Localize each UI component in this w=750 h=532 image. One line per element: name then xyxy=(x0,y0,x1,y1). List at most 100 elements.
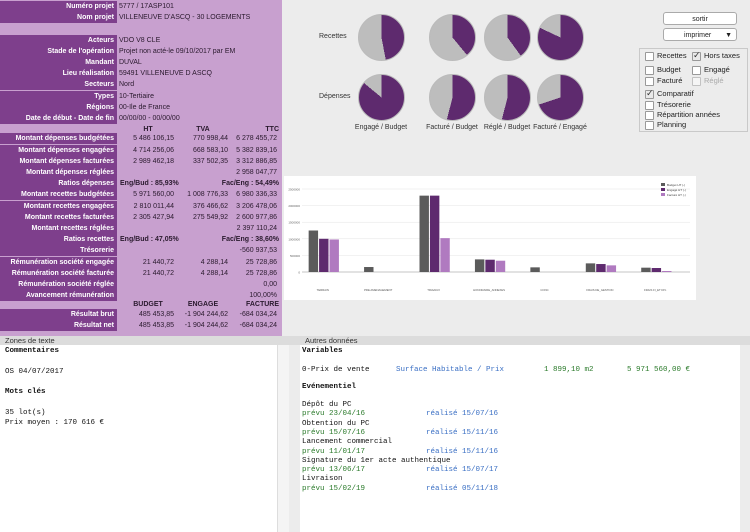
options-box xyxy=(639,48,748,132)
bar xyxy=(641,267,651,272)
facture-checkbox[interactable] xyxy=(645,77,654,86)
category-label: FRAIS DE_GESTION xyxy=(586,288,613,292)
event-actual-date: réalisé 15/07/16 xyxy=(426,410,499,419)
bar xyxy=(530,267,540,272)
tresorerie-checkbox[interactable] xyxy=(645,101,654,110)
event-planned-date: prévu 11/01/17 xyxy=(302,447,366,456)
bar xyxy=(319,238,329,272)
money-label: Résultat net xyxy=(0,319,117,331)
category-label: FRAIS FI_ET DIV. xyxy=(644,288,667,292)
money-value: 6 278 455,72 xyxy=(236,135,277,143)
ratio-pie xyxy=(429,14,476,61)
ratio-pie xyxy=(484,14,531,61)
money-label: Montant recettes réglées xyxy=(0,223,117,234)
event-planned-date: prévu 13/06/17 xyxy=(302,466,366,475)
money-label: Résultat brut xyxy=(0,308,117,320)
money-value: 3 206 478,06 xyxy=(236,202,277,210)
event-actual-date: réalisé 15/11/16 xyxy=(426,428,499,437)
facture-label: Facturé xyxy=(657,76,683,85)
info-value: VILLENEUVE D'ASCQ - 30 LOGEMENTS xyxy=(119,14,251,22)
right-pane-title: Autres données xyxy=(305,336,358,345)
budget-checkbox[interactable] xyxy=(645,66,654,75)
info-label: Régions xyxy=(0,101,117,113)
money-label: Rémunération société réglée xyxy=(0,279,117,290)
money-value: 2 810 011,44 xyxy=(133,202,174,210)
info-label: Mandant xyxy=(0,57,117,68)
bar xyxy=(651,268,662,272)
print-label: imprimer xyxy=(684,32,712,39)
bar xyxy=(585,263,596,272)
info-value: 10-Tertiaire xyxy=(119,92,155,100)
money-value: 0,00 xyxy=(263,281,277,288)
y-tick-label: 2500000 xyxy=(288,188,300,192)
category-label: CONC xyxy=(540,288,548,292)
legend-entry: Engagé HT (-) xyxy=(667,188,686,192)
money-value: 100,00% xyxy=(249,292,277,300)
chart-background xyxy=(284,176,696,300)
planning-checkbox[interactable] xyxy=(645,121,654,130)
event-name: Signature du 1er acte authentique xyxy=(302,456,451,465)
pie-col-label: Réglé / Budget xyxy=(483,124,531,131)
print-select[interactable]: imprimer ▼ xyxy=(663,28,737,41)
comparatif-checkbox[interactable] xyxy=(645,88,654,99)
ratio-pie xyxy=(358,74,405,121)
y-tick-label: 0 xyxy=(298,271,300,275)
ratio-right: Fac/Eng : 54,49% xyxy=(221,180,279,188)
legend-swatch xyxy=(661,193,665,196)
recettes-checkbox[interactable] xyxy=(645,52,654,61)
info-value: DUVAL xyxy=(119,59,142,66)
event-name: Obtention du PC xyxy=(302,419,370,428)
column-header: TTC xyxy=(265,126,279,134)
ratio-right: Fac/Eng : 38,60% xyxy=(221,236,279,244)
planning-label: Planning xyxy=(657,120,687,129)
variables-title: Variables xyxy=(302,347,343,355)
variable-name: 0-Prix de vente xyxy=(302,366,370,374)
event-name: Dépôt du PC xyxy=(302,401,352,409)
y-tick-label: 1000000 xyxy=(288,237,300,241)
column-header: HT xyxy=(143,126,153,134)
money-label: Montant dépenses budgétées xyxy=(0,133,117,145)
money-value: -684 034,24 xyxy=(239,321,277,329)
money-label: Montant dépenses facturées xyxy=(0,155,117,167)
engage-label: Engagé xyxy=(704,65,730,74)
money-value: 25 728,86 xyxy=(245,269,277,277)
ratio-pie xyxy=(537,74,584,121)
y-tick-label: 1500000 xyxy=(288,221,300,225)
money-value: 5 382 839,16 xyxy=(236,146,277,154)
y-tick-label: 2000000 xyxy=(288,204,300,208)
variable-kind: Surface Habitable / Prix xyxy=(396,366,505,374)
regle-checkbox[interactable] xyxy=(692,77,701,86)
money-label: Trésorerie xyxy=(0,245,117,257)
info-value xyxy=(119,23,282,34)
sort-button[interactable]: sortir xyxy=(663,12,737,25)
hors-taxes-checkbox[interactable] xyxy=(692,50,701,61)
category-label: HONORAIRE_ANNEXES xyxy=(473,288,505,292)
engage-checkbox[interactable] xyxy=(692,66,701,75)
repartition-checkbox[interactable] xyxy=(645,111,654,120)
money-value: 4 288,14 xyxy=(200,258,228,266)
bar xyxy=(662,271,672,272)
legend-entry: Facturé HT (-) xyxy=(667,193,686,197)
ratio-pie xyxy=(484,74,531,121)
category-label: PRE AMENAGEMENT xyxy=(364,288,393,292)
money-value xyxy=(120,279,174,290)
bar xyxy=(474,259,485,272)
pie-col-label: Engagé / Budget xyxy=(354,124,408,131)
money-label: Rémunération société engagée xyxy=(0,256,117,268)
text-line: Mots clés xyxy=(5,388,46,397)
pie-col-label: Facturé / Engagé xyxy=(533,124,587,131)
event-actual-date: réalisé 15/07/17 xyxy=(426,466,499,475)
event-name: Lancement commercial xyxy=(302,438,393,447)
regle-label: Réglé xyxy=(704,76,724,85)
repartition-label: Répartition années xyxy=(657,110,720,119)
money-value: 25 728,86 xyxy=(245,258,277,266)
info-label: Types xyxy=(0,90,117,102)
left-pane-scrollbar[interactable] xyxy=(277,345,289,532)
ratio-label: Ratios recettes xyxy=(0,234,117,246)
other-data-pane[interactable]: Variables 0-Prix de vente Surface Habitabl… xyxy=(300,345,740,532)
ratio-left: Eng/Bud : 47,05% xyxy=(120,236,179,244)
money-value: 770 998,44 xyxy=(192,135,228,143)
info-value: 59491 VILLENEUVE D ASCQ xyxy=(119,70,212,78)
money-value: 275 549,92 xyxy=(192,213,228,221)
text-zones-pane[interactable]: Commentaires OS 04/07/2017 Mots clés 35 lo… xyxy=(0,345,288,532)
